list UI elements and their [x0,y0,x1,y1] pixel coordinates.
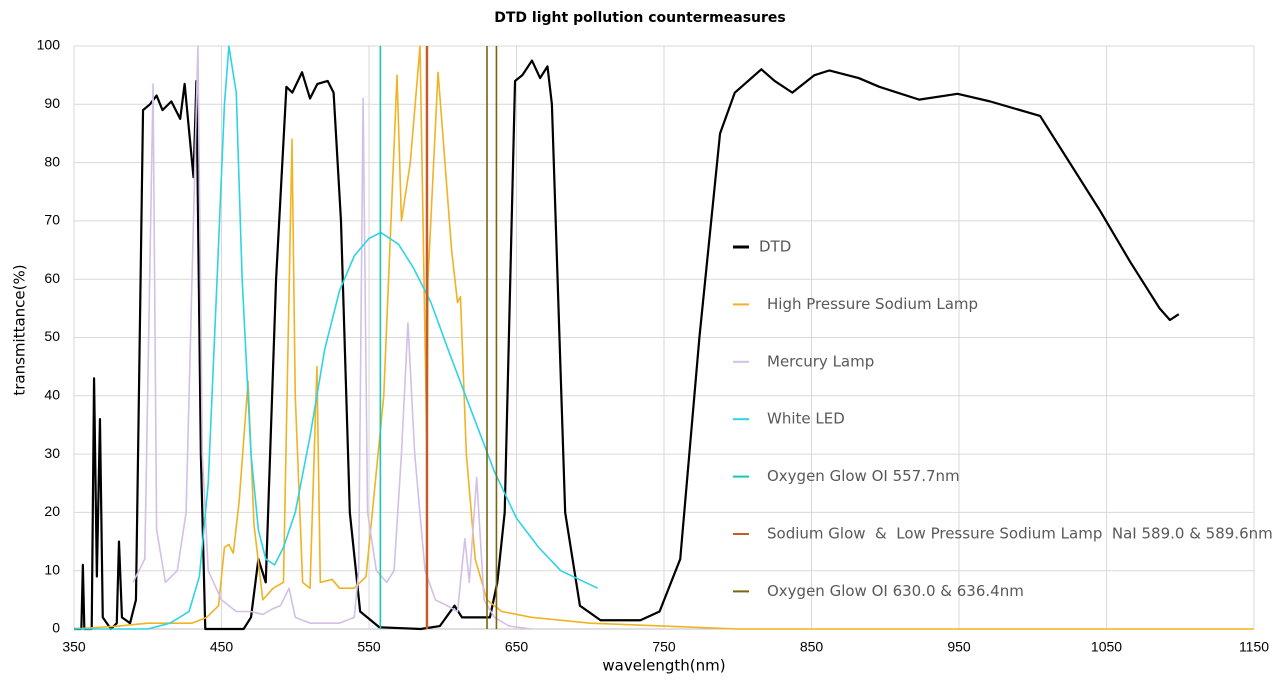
y-tick-label: 70 [44,212,60,228]
y-axis-label: transmittance(%) [11,264,29,395]
x-tick-label: 950 [947,639,971,655]
legend-label: Oxygen Glow OI 630.0 & 636.4nm [767,582,1024,600]
legend-label: Mercury Lamp [767,352,874,370]
y-tick-label: 50 [44,328,60,344]
legend-label: White LED [767,410,845,428]
x-tick-label: 450 [210,639,234,655]
series-line [73,45,1254,630]
legend-label: Sodium Glow & Low Pressure Sodium Lamp N… [767,525,1273,543]
series-line [486,46,498,629]
series-line [425,46,429,629]
x-tick-label: 1150 [1239,639,1269,655]
x-tick-label: 850 [800,639,824,655]
y-tick-label: 10 [44,561,60,577]
legend-label: High Pressure Sodium Lamp [767,295,978,313]
series-line [74,59,1180,631]
x-tick-label: 1050 [1091,639,1122,655]
series-line [132,45,532,630]
x-tick-label: 650 [505,639,529,655]
y-tick-label: 30 [44,445,60,461]
legend-label: Oxygen Glow OI 557.7nm [767,467,960,485]
y-tick-label: 40 [44,387,60,403]
x-axis-label: wavelength(nm) [602,657,725,675]
legend-label: DTD [759,238,791,256]
y-tick-label: 20 [44,503,60,519]
series-line [74,45,598,630]
x-tick-label: 750 [652,639,676,655]
x-tick-label: 350 [62,639,86,655]
y-tick-label: 80 [44,153,60,169]
y-tick-label: 0 [52,620,60,636]
y-tick-label: 60 [44,270,60,286]
y-tick-label: 90 [44,95,60,111]
y-tick-label: 100 [37,37,61,53]
chart-title: DTD light pollution countermeasures [494,10,785,26]
x-tick-label: 550 [357,639,381,655]
